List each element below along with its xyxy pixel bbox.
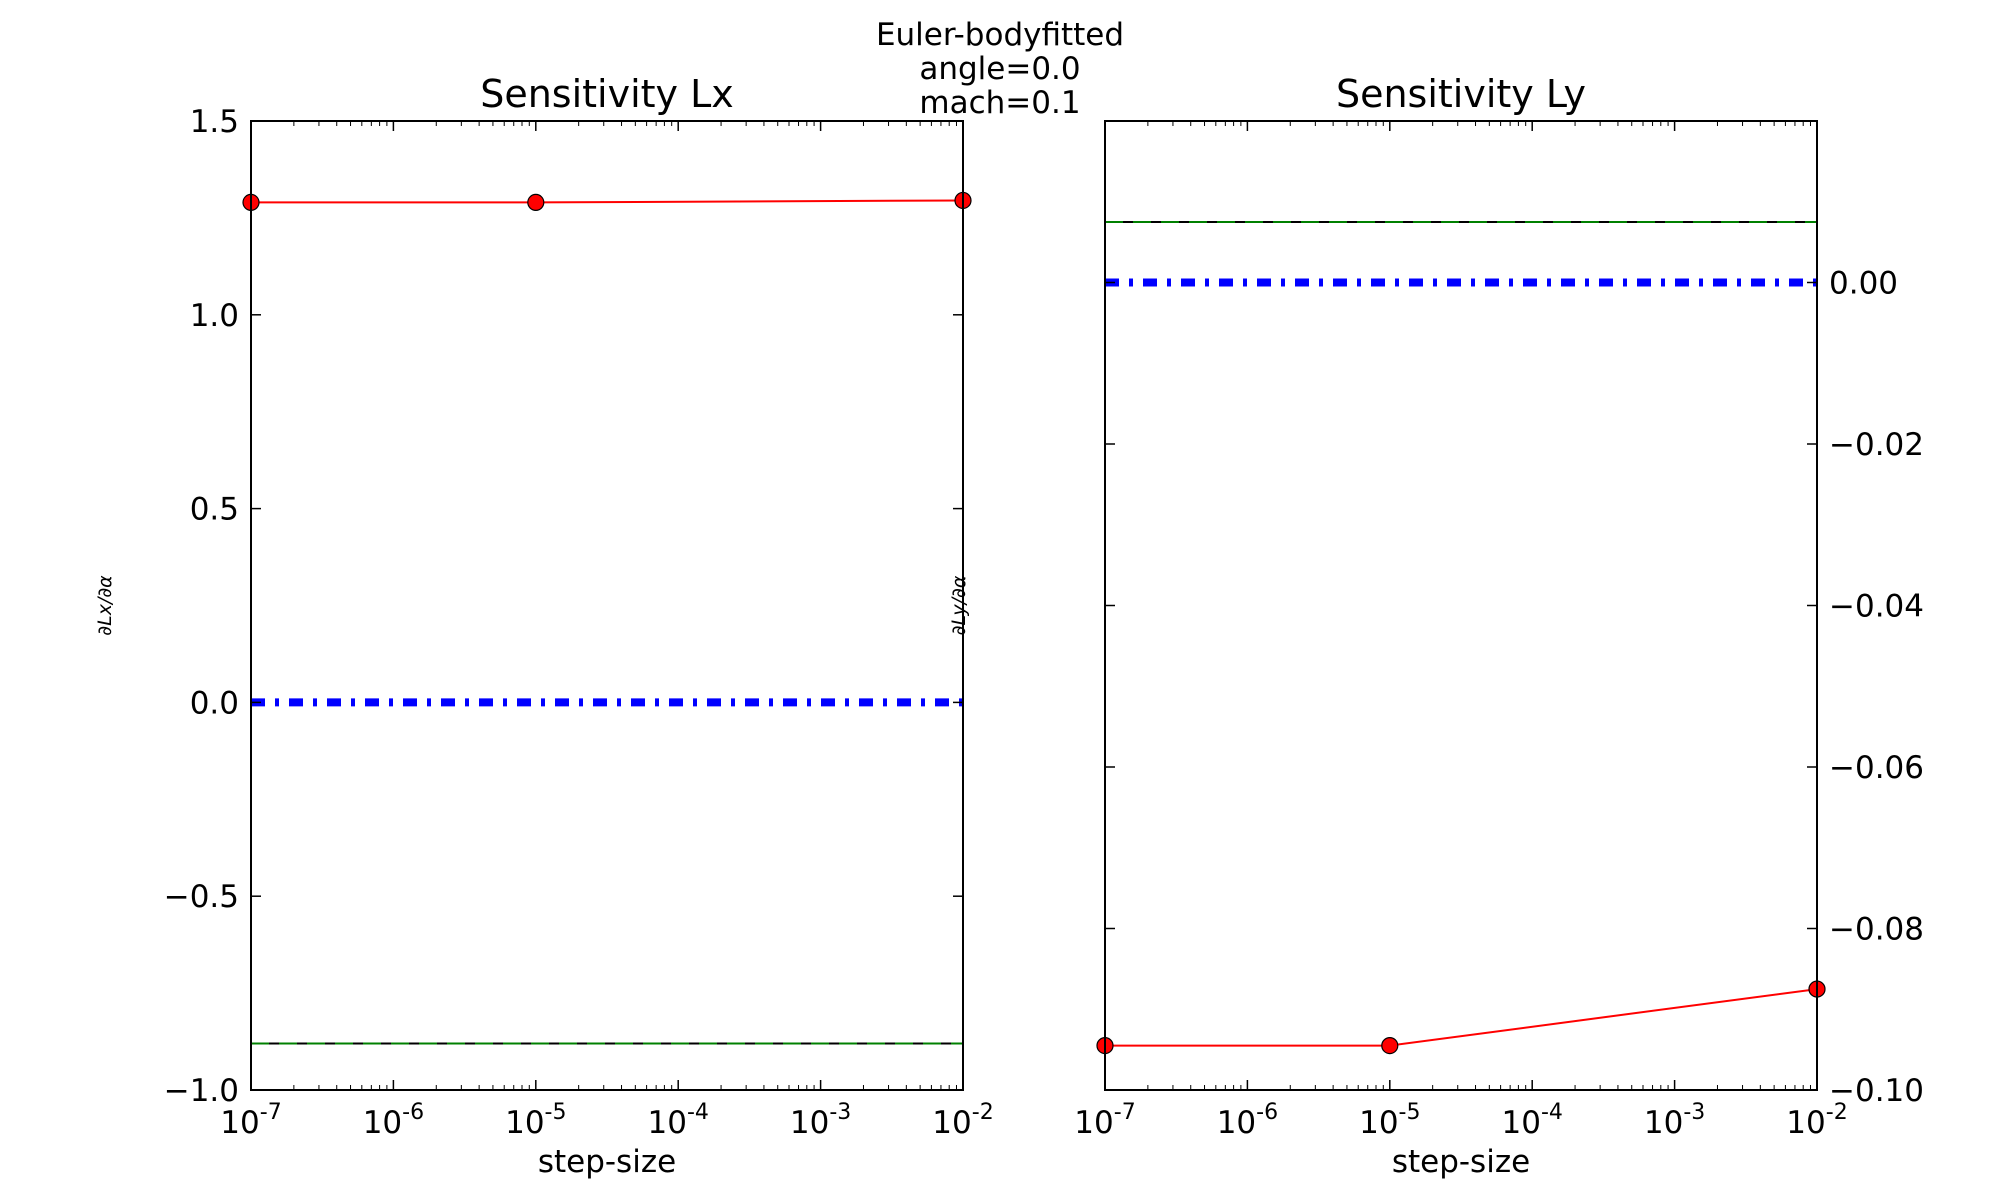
x-tick-label-3: 10-4 — [1502, 1100, 1563, 1141]
x-tick-label-2: 10-5 — [505, 1100, 566, 1141]
y-tick-label-3: 0.0 — [190, 685, 239, 721]
series-0-point-1 — [527, 193, 545, 211]
y-tick-label-4: −0.5 — [164, 879, 239, 915]
series-0-point-1 — [1381, 1036, 1399, 1055]
x-tick-label-0: 10-7 — [1074, 1100, 1135, 1141]
y-tick-label-3: −0.06 — [1829, 750, 1924, 786]
y-axis-label: ∂Ly/∂α — [948, 575, 970, 635]
x-tick-label-2: 10-5 — [1359, 1100, 1420, 1141]
plot-area — [251, 199, 963, 1045]
axes-frame — [250, 120, 964, 1091]
panel-title: Sensitivity Ly — [1336, 72, 1586, 116]
x-tick-label-3: 10-4 — [648, 1100, 709, 1141]
axes-frame — [1104, 120, 1818, 1091]
y-tick-label-5: −1.0 — [164, 1073, 239, 1109]
y-tick-label-1: 1.0 — [190, 298, 239, 334]
y-axis-label: ∂Lx/∂α — [94, 575, 116, 636]
plot-area — [1105, 220, 1817, 1047]
y-tick-label-2: −0.04 — [1829, 589, 1924, 625]
x-tick-label-5: 10-2 — [1786, 1100, 1847, 1141]
y-tick-label-4: −0.08 — [1829, 912, 1924, 948]
y-tick-label-0: 1.5 — [190, 104, 239, 140]
series-line-0 — [251, 199, 963, 204]
panel-sensitivity-lx: 10-7 10-6 10-5 10-4 10-3 10-2 1.5 1.0 0.5 0.0 −0.5… — [94, 72, 994, 1180]
x-tick-label-5: 10-2 — [932, 1100, 993, 1141]
y-axis-label-text: ∂Lx/∂α — [94, 575, 116, 636]
panel-title: Sensitivity Lx — [480, 72, 734, 116]
x-tick-label-4: 10-3 — [1644, 1100, 1705, 1141]
y-tick-label-5: −0.10 — [1829, 1073, 1924, 1109]
x-tick-label-1: 10-6 — [363, 1100, 424, 1141]
y-tick-label-1: −0.02 — [1829, 427, 1924, 463]
x-axis-label: step-size — [538, 1144, 676, 1180]
x-axis-label: step-size — [1392, 1144, 1530, 1180]
y-tick-label-2: 0.5 — [190, 492, 239, 528]
y-axis-label-text: ∂Ly/∂α — [948, 575, 970, 635]
x-tick-label-0: 10-7 — [220, 1100, 281, 1141]
series-line-0 — [1105, 988, 1817, 1047]
x-tick-label-1: 10-6 — [1217, 1100, 1278, 1141]
x-tick-label-4: 10-3 — [790, 1100, 851, 1141]
figure-suptitle: Euler-bodyfitted angle=0.0 mach=0.1 — [875, 17, 1125, 121]
panel-sensitivity-ly: 10-7 10-6 10-5 10-4 10-3 10-2 0.00 −0.02 −0.04 −0… — [948, 72, 1924, 1180]
y-tick-label-0: 0.00 — [1829, 266, 1898, 302]
